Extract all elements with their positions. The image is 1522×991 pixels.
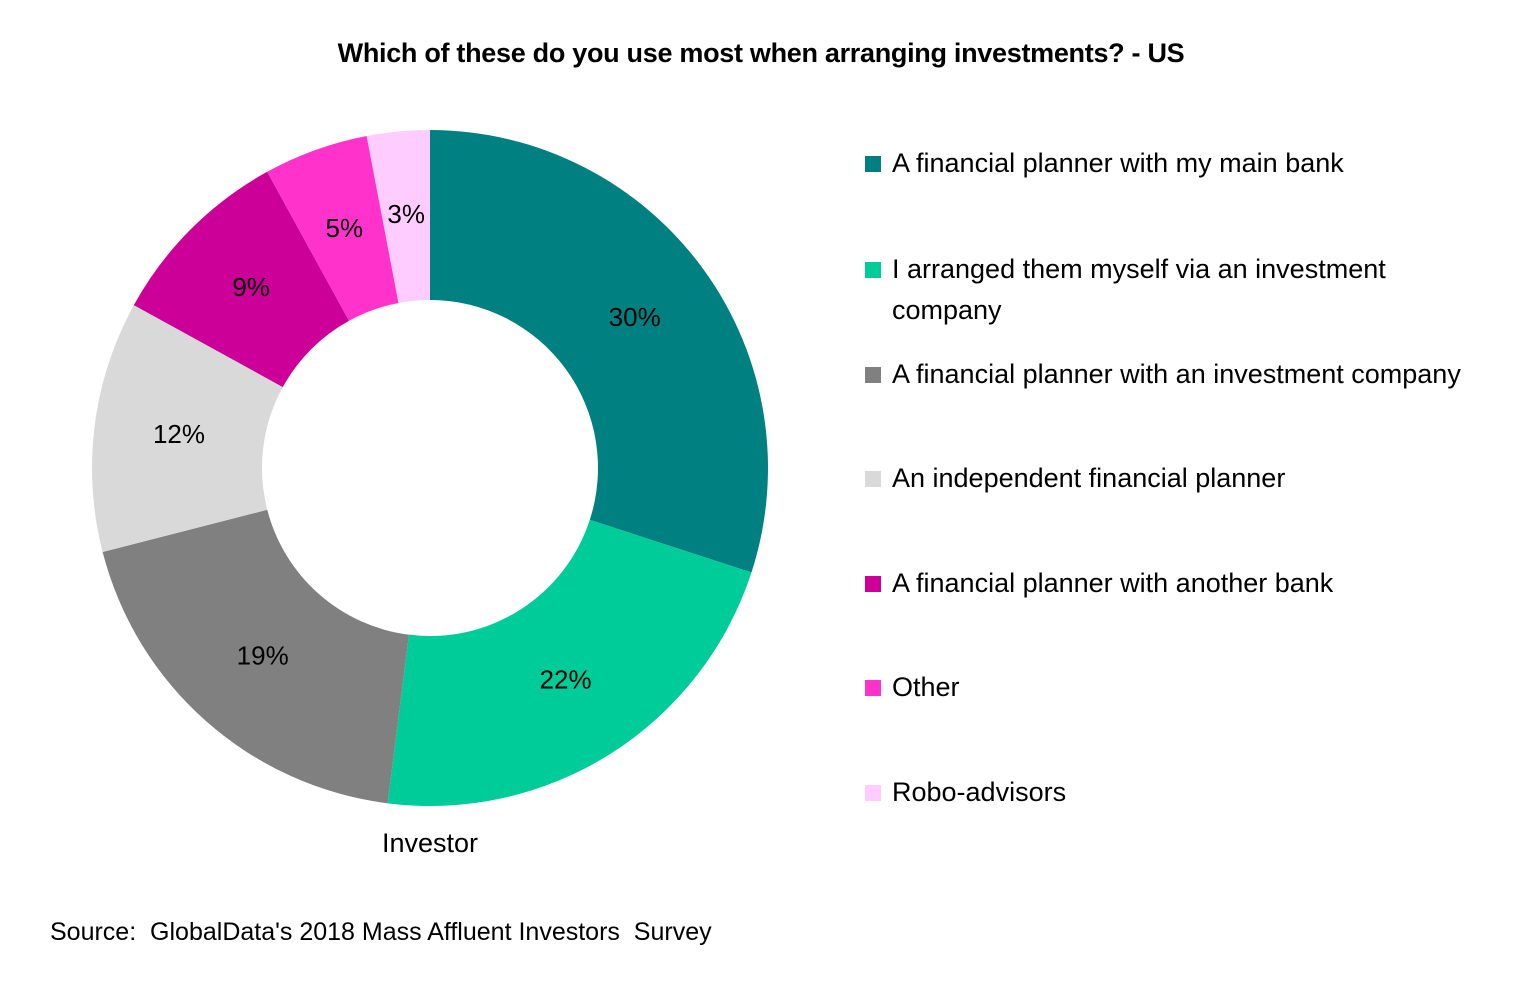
legend-label: A financial planner with my main bank	[892, 148, 1344, 178]
legend-item: Other	[865, 667, 1482, 708]
chart-title: Which of these do you use most when arra…	[337, 38, 1185, 68]
slice-data-label: 9%	[232, 272, 270, 302]
legend-swatch-icon	[865, 262, 881, 278]
legend-item: I arranged them myself via an investment…	[865, 249, 1482, 331]
legend-label: A financial planner with another bank	[892, 568, 1334, 598]
slice-data-label: 5%	[326, 213, 364, 243]
legend-label: A financial planner with an investment c…	[892, 359, 1461, 389]
donut-data-labels: 30% 22% 19% 12% 9% 5% 3%	[153, 199, 661, 694]
source-note: Source: GlobalData's 2018 Mass Affluent …	[50, 918, 712, 946]
donut-slices	[92, 130, 768, 807]
legend-item: An independent financial planner	[865, 458, 1482, 499]
legend-item: Robo-advisors	[865, 772, 1482, 813]
legend-swatch-icon	[865, 680, 881, 696]
slice-data-label: 19%	[237, 641, 289, 671]
donut-slice	[133, 171, 350, 388]
donut-slice	[387, 519, 752, 807]
donut-slice	[267, 135, 399, 321]
legend-item: A financial planner with another bank	[865, 563, 1482, 604]
legend-label: Robo-advisors	[892, 777, 1067, 807]
legend-swatch-icon	[865, 471, 881, 487]
donut-chart: 30% 22% 19% 12% 9% 5% 3%	[92, 130, 768, 807]
category-label: Investor	[381, 828, 479, 858]
legend-label: Other	[892, 672, 960, 702]
legend-item: A financial planner with an investment c…	[865, 354, 1482, 395]
legend-swatch-icon	[865, 367, 881, 383]
legend-swatch-icon	[865, 156, 881, 172]
legend-label: An independent financial planner	[892, 463, 1286, 493]
slice-data-label: 12%	[153, 419, 205, 449]
legend-swatch-icon	[865, 785, 881, 801]
legend-item: A financial planner with my main bank	[865, 143, 1482, 184]
slice-data-label: 30%	[609, 302, 661, 332]
legend-swatch-icon	[865, 576, 881, 592]
slice-data-label: 3%	[387, 199, 425, 229]
slice-data-label: 22%	[540, 664, 592, 694]
donut-slice	[102, 509, 409, 804]
donut-slice	[92, 305, 283, 553]
legend-label: I arranged them myself via an investment…	[892, 254, 1386, 325]
donut-slice	[366, 130, 430, 303]
donut-slice	[430, 130, 768, 573]
